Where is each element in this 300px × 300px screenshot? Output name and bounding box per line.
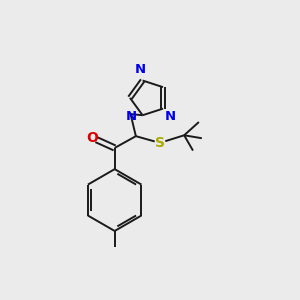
Text: S: S — [155, 136, 165, 150]
Text: N: N — [164, 110, 175, 123]
Text: N: N — [126, 110, 137, 123]
Text: O: O — [86, 131, 98, 145]
Text: N: N — [135, 63, 146, 76]
